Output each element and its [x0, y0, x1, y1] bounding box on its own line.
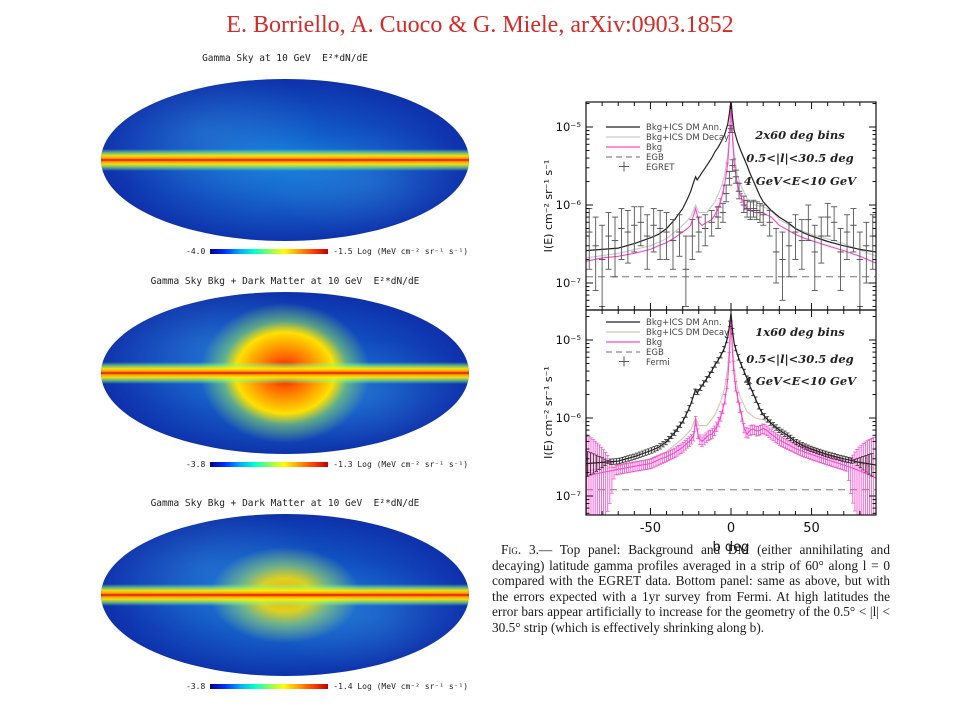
svg-text:10⁻⁵: 10⁻⁵ — [556, 333, 582, 347]
svg-text:b deg: b deg — [713, 540, 750, 555]
svg-text:0.5<|l|<30.5 deg: 0.5<|l|<30.5 deg — [746, 151, 853, 165]
colorbar: -4.0 -1.5 Log (MeV cm⁻² sr⁻¹ s⁻¹) — [186, 247, 469, 256]
galactic-plane-band — [101, 584, 469, 606]
galactic-plane-band — [101, 362, 469, 384]
svg-text:10⁻⁶: 10⁻⁶ — [556, 198, 582, 212]
map-block-bkg-dm-annihilation: Gamma Sky Bkg + Dark Matter at 10 GeV E²… — [101, 276, 469, 469]
colorbar-max-label: -1.5 Log (MeV cm⁻² sr⁻¹ s⁻¹) — [333, 247, 469, 256]
map-block-gamma-sky: Gamma Sky at 10 GeV E²*dN/dE -4.0 -1.5 L… — [101, 53, 469, 256]
colorbar-gradient — [210, 462, 329, 467]
gamma-sky-dm-map — [101, 514, 469, 676]
figure-caption-text: Top panel: Background and DM (either ann… — [492, 542, 890, 635]
svg-text:0: 0 — [727, 521, 735, 536]
latitude-profile-plots: 10⁻⁵ 10⁻⁶ 10⁻⁷ I(E) cm⁻² sr⁻¹ s⁻¹ Bkg+ICS DM… — [542, 101, 877, 555]
svg-text:2x60 deg bins: 2x60 deg bins — [754, 128, 845, 142]
galactic-plane-band — [101, 149, 469, 171]
svg-text:0.5<|l|<30.5 deg: 0.5<|l|<30.5 deg — [746, 352, 853, 366]
svg-text:10⁻⁶: 10⁻⁶ — [556, 411, 582, 425]
colorbar-min-label: -4.0 — [186, 247, 206, 256]
map-title: Gamma Sky at 10 GeV E²*dN/dE — [202, 53, 368, 64]
map-title: Gamma Sky Bkg + Dark Matter at 10 GeV E²… — [150, 498, 420, 509]
svg-text:50: 50 — [803, 521, 820, 536]
svg-text:1x60 deg bins: 1x60 deg bins — [755, 325, 845, 339]
colorbar: -3.8 -1.3 Log (MeV cm⁻² sr⁻¹ s⁻¹) — [186, 460, 469, 469]
colorbar-max-label: -1.3 Log (MeV cm⁻² sr⁻¹ s⁻¹) — [333, 460, 469, 469]
svg-text:Bkg+ICS DM Ann.: Bkg+ICS DM Ann. — [646, 123, 722, 133]
svg-text:I(E) cm⁻² sr⁻¹ s⁻¹: I(E) cm⁻² sr⁻¹ s⁻¹ — [542, 160, 555, 253]
colorbar-gradient — [210, 684, 329, 689]
map-title: Gamma Sky Bkg + Dark Matter at 10 GeV E²… — [150, 276, 420, 287]
svg-text:4 GeV<E<10 GeV: 4 GeV<E<10 GeV — [744, 174, 857, 188]
slide-title: E. Borriello, A. Cuoco & G. Miele, arXiv… — [226, 12, 734, 38]
svg-text:Bkg+ICS DM Ann.: Bkg+ICS DM Ann. — [646, 318, 722, 328]
svg-text:EGB: EGB — [646, 348, 664, 358]
svg-text:-50: -50 — [640, 521, 661, 536]
svg-text:10⁻⁷: 10⁻⁷ — [556, 489, 582, 503]
colorbar-max-label: -1.4 Log (MeV cm⁻² sr⁻¹ s⁻¹) — [333, 682, 469, 691]
colorbar: -3.8 -1.4 Log (MeV cm⁻² sr⁻¹ s⁻¹) — [186, 682, 469, 691]
gamma-sky-dm-map — [101, 292, 469, 454]
figure-caption: Fig. 3.— Top panel: Background and DM (e… — [492, 542, 890, 635]
colorbar-gradient — [210, 249, 329, 254]
svg-text:Bkg+ICS DM Decay: Bkg+ICS DM Decay — [646, 133, 729, 143]
svg-text:EGRET: EGRET — [646, 163, 675, 173]
svg-text:I(E) cm⁻² sr⁻¹ s⁻¹: I(E) cm⁻² sr⁻¹ s⁻¹ — [542, 366, 555, 459]
svg-text:EGB: EGB — [646, 153, 664, 163]
svg-text:Fermi: Fermi — [646, 358, 670, 368]
svg-text:10⁻⁵: 10⁻⁵ — [556, 120, 582, 134]
colorbar-min-label: -3.8 — [186, 682, 206, 691]
svg-text:Bkg: Bkg — [646, 338, 662, 348]
gamma-sky-map — [101, 79, 469, 241]
colorbar-min-label: -3.8 — [186, 460, 206, 469]
figure-label: Fig. 3.— — [501, 542, 553, 557]
map-block-bkg-dm-decay: Gamma Sky Bkg + Dark Matter at 10 GeV E²… — [101, 498, 469, 691]
svg-text:10⁻⁷: 10⁻⁷ — [556, 276, 582, 290]
svg-text:4 GeV<E<10 GeV: 4 GeV<E<10 GeV — [744, 374, 857, 388]
svg-text:Bkg: Bkg — [646, 143, 662, 153]
svg-text:Bkg+ICS DM Decay: Bkg+ICS DM Decay — [646, 328, 729, 338]
